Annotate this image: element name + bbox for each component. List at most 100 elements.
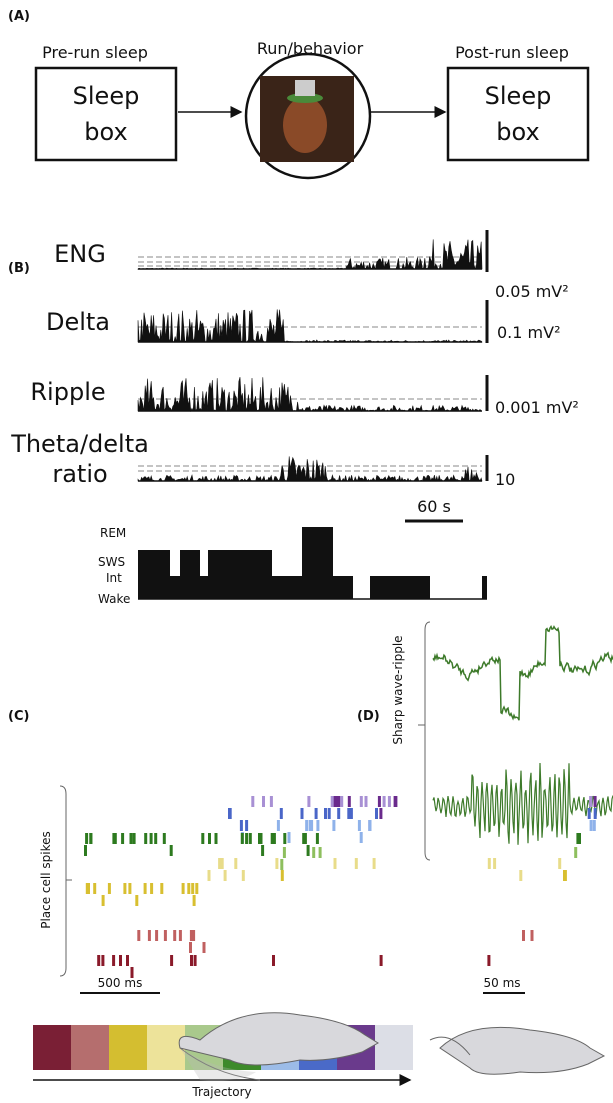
sleep-box	[446, 66, 590, 162]
spike	[576, 833, 580, 844]
spike	[147, 930, 151, 941]
box-text: Sleep	[73, 82, 140, 110]
state-label: SWS	[98, 555, 125, 569]
time-scale: 500 ms	[98, 976, 143, 990]
spike	[228, 808, 231, 819]
spike	[337, 796, 341, 807]
spike	[287, 832, 291, 843]
power-trace	[137, 377, 483, 413]
spike	[318, 847, 322, 858]
spike	[357, 820, 361, 831]
spike	[382, 796, 386, 807]
spike	[309, 820, 312, 831]
spike	[223, 870, 227, 881]
spike	[589, 796, 593, 807]
rat-shadow	[180, 1048, 256, 1081]
spike	[368, 820, 372, 831]
spike	[578, 833, 581, 844]
y-label: Sharp wave-ripple	[391, 635, 405, 744]
scale-label: 0.001 mV²	[495, 398, 579, 417]
spike	[312, 847, 316, 858]
spike	[132, 833, 136, 844]
spike	[245, 820, 249, 831]
spike	[302, 833, 306, 844]
spike	[121, 833, 125, 844]
spike	[379, 808, 383, 819]
spike	[270, 833, 274, 844]
photo-wires	[295, 80, 315, 96]
spike	[393, 796, 397, 807]
state-label: REM	[100, 526, 126, 540]
spike	[261, 845, 265, 856]
spike	[375, 808, 378, 819]
time-scale: 60 s	[417, 497, 451, 516]
spike	[195, 883, 199, 894]
spike	[349, 808, 353, 819]
spike	[101, 955, 105, 966]
spike	[372, 858, 376, 869]
trajectory-segment	[147, 1025, 185, 1070]
spike	[123, 883, 127, 894]
spike	[354, 858, 358, 869]
spike	[248, 833, 252, 844]
trajectory-label: Trajectory	[191, 1085, 251, 1099]
spike	[112, 833, 116, 844]
spike	[208, 833, 211, 844]
spike	[280, 870, 284, 881]
spike	[126, 955, 129, 966]
spike	[314, 808, 318, 819]
trajectory-segment	[71, 1025, 109, 1070]
spike	[251, 796, 255, 807]
spike	[593, 796, 597, 807]
spike	[592, 820, 596, 831]
spike	[593, 808, 597, 819]
spike	[87, 883, 90, 894]
spike	[272, 833, 276, 844]
spike	[181, 883, 185, 894]
spike	[276, 820, 280, 831]
spike	[137, 930, 141, 941]
spike	[149, 833, 153, 844]
pre-title: Pre-run sleep	[42, 43, 148, 62]
spike	[275, 858, 279, 869]
spike	[519, 870, 523, 881]
spike	[334, 796, 338, 807]
photo-rat	[283, 97, 327, 153]
spike	[487, 955, 491, 966]
spike	[306, 845, 310, 856]
trace-label: ENG	[54, 240, 106, 268]
spike	[316, 820, 320, 831]
state-label: Wake	[98, 592, 130, 606]
spike	[93, 883, 97, 894]
spike	[170, 955, 174, 966]
rat	[178, 1012, 606, 1081]
scale-label: 0.1 mV²	[497, 323, 560, 342]
box-text: box	[496, 118, 539, 146]
lfp-trace	[432, 624, 613, 721]
spike	[305, 820, 309, 831]
spike	[162, 833, 166, 844]
spike	[359, 832, 363, 843]
spike	[487, 858, 491, 869]
spike	[178, 930, 182, 941]
spike	[191, 883, 195, 894]
ripple-trace	[432, 762, 613, 845]
spike	[333, 858, 337, 869]
run-title: Run/behavior	[257, 39, 364, 58]
spike	[324, 808, 327, 819]
spike	[300, 808, 304, 819]
scale-label: 10	[495, 470, 515, 489]
spike	[347, 796, 351, 807]
state-label: Int	[106, 571, 122, 585]
spike	[129, 833, 133, 844]
scale-bars	[405, 230, 489, 523]
spike	[327, 808, 331, 819]
box-text: box	[84, 118, 127, 146]
trajectory-segment	[109, 1025, 147, 1070]
spike	[303, 833, 307, 844]
spike	[150, 883, 154, 894]
spike	[563, 870, 567, 881]
sleep-box	[34, 66, 178, 162]
spike	[143, 883, 147, 894]
spike	[245, 833, 249, 844]
